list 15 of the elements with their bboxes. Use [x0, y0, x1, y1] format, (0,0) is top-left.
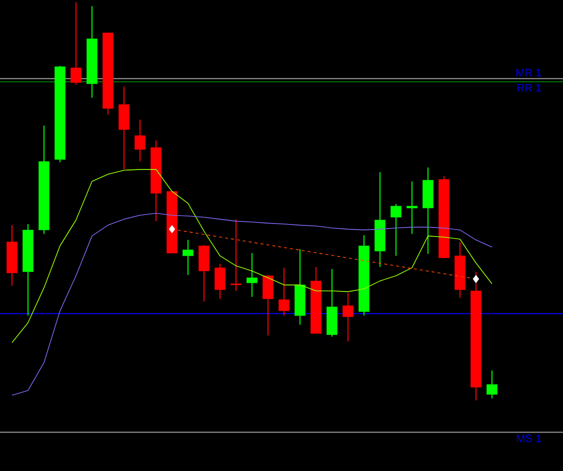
candlestick: [182, 239, 194, 276]
ref-line-label: RR 1: [518, 84, 542, 92]
ref-line-label: MR 1: [516, 68, 542, 76]
candlestick: [70, 2, 82, 86]
ref-line-label: MS 1: [516, 434, 542, 442]
candlestick: [230, 218, 242, 292]
candlestick: [486, 370, 498, 399]
candlestick: [342, 292, 354, 342]
candlestick: [390, 204, 402, 256]
candlestick: [278, 267, 290, 316]
candlestick: [246, 252, 258, 298]
candlestick: [214, 263, 226, 300]
candlestick: [406, 180, 418, 234]
candlestick: [262, 274, 274, 336]
candlestick: [134, 119, 146, 162]
